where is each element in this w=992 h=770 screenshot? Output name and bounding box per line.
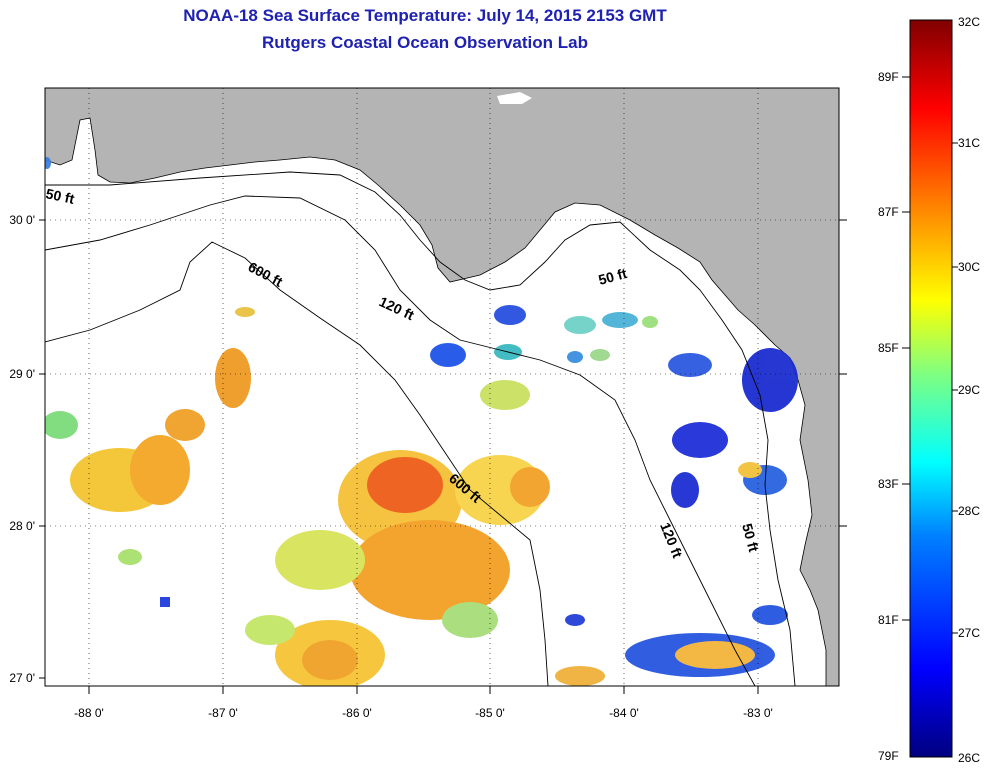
colorbar-c-label: 30C [958,260,980,274]
colorbar-c-label: 32C [958,15,980,29]
lat-label: 29 0' [9,367,35,381]
map-frame [44,87,840,687]
colorbar-f-label: 87F [878,205,899,219]
colorbar-f-label: 79F [878,749,899,763]
colorbar-f-label: 81F [878,613,899,627]
lon-label: -83 0' [743,706,773,720]
lat-label: 27 0' [9,671,35,685]
map-subtitle: Rutgers Coastal Ocean Observation Lab [262,33,588,52]
colorbar-f-label: 89F [878,70,899,84]
lon-label: -86 0' [342,706,372,720]
colorbar-c-label: 29C [958,383,980,397]
land-mass [45,88,839,686]
sst-patches [45,157,798,686]
colorbar-f-label: 83F [878,477,899,491]
contour-label-50ft-south: 50 ft [739,522,762,554]
tick-marks [39,219,847,694]
lon-label: -87 0' [208,706,238,720]
colorbar-f-label: 85F [878,341,899,355]
bathymetry-contours [45,171,796,686]
lat-label: 28 0' [9,519,35,533]
lake [497,92,532,104]
contour-label-50ft-east: 50 ft [597,265,629,288]
colorbar-c-label: 28C [958,504,980,518]
lon-label: -85 0' [475,706,505,720]
colorbar [909,19,953,758]
lat-label: 30 0' [9,213,35,227]
colorbar-c-label: 26C [958,751,980,765]
contour-label-50ft-west: 50 ft [44,185,76,207]
map-title: NOAA-18 Sea Surface Temperature: July 14… [183,6,667,25]
colorbar-ticks [902,76,958,634]
colorbar-c-label: 27C [958,626,980,640]
colorbar-c-label: 31C [958,136,980,150]
lon-label: -84 0' [609,706,639,720]
lon-label: -88 0' [74,706,104,720]
